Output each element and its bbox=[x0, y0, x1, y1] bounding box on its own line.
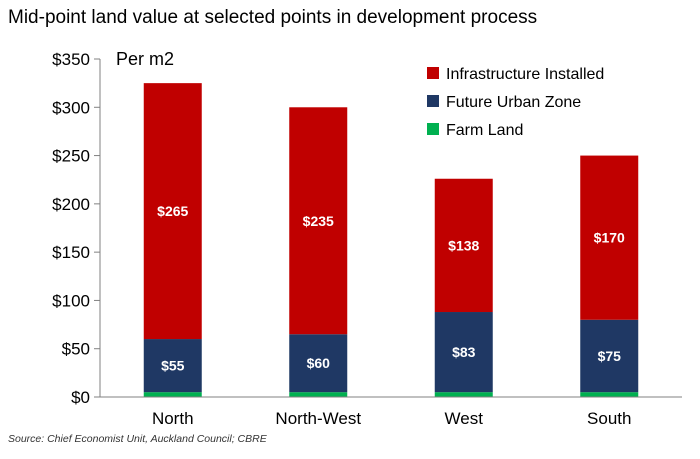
bar-future-urban-zone bbox=[289, 334, 348, 393]
data-label: $138 bbox=[448, 237, 479, 253]
y-axis: $0 $50 $100 $150 $200 $250 $300 $350 bbox=[52, 50, 101, 407]
y-tick-label: $300 bbox=[52, 98, 90, 117]
x-axis: North North-West West South bbox=[100, 396, 682, 428]
bar-farm-land bbox=[143, 392, 202, 397]
bar-farm-land bbox=[289, 392, 348, 397]
data-label: $83 bbox=[452, 344, 476, 360]
bar-farm-land bbox=[580, 392, 639, 397]
data-label: $60 bbox=[307, 355, 331, 371]
y-tick-label: $150 bbox=[52, 243, 90, 262]
y-tick-label: $50 bbox=[62, 340, 90, 359]
y-tick-label: $100 bbox=[52, 291, 90, 310]
bar-infrastructure-installed bbox=[289, 107, 348, 335]
x-tick-label: North-West bbox=[275, 409, 361, 428]
x-tick-label: West bbox=[445, 409, 484, 428]
bar-future-urban-zone bbox=[143, 339, 202, 393]
chart-title: Mid-point land value at selected points … bbox=[8, 7, 538, 28]
y-tick-label: $250 bbox=[52, 147, 90, 166]
legend: Infrastructure Installed Future Urban Zon… bbox=[427, 66, 604, 139]
bar-infrastructure-installed bbox=[580, 155, 639, 320]
data-label: $75 bbox=[598, 348, 622, 364]
x-tick-label: North bbox=[152, 409, 194, 428]
y-tick-label: $0 bbox=[71, 388, 90, 407]
unit-label: Per m2 bbox=[116, 49, 174, 69]
data-label: $170 bbox=[594, 230, 625, 246]
data-label: $235 bbox=[303, 213, 334, 229]
bar-future-urban-zone bbox=[580, 319, 639, 393]
data-label: $265 bbox=[157, 203, 188, 219]
data-label: $55 bbox=[161, 358, 185, 374]
bar-future-urban-zone bbox=[434, 312, 493, 393]
legend-swatch bbox=[427, 95, 439, 107]
legend-item: Farm Land bbox=[446, 122, 523, 139]
legend-swatch bbox=[427, 123, 439, 135]
y-tick-label: $350 bbox=[52, 50, 90, 69]
legend-swatch bbox=[427, 67, 439, 79]
chart-source: Source: Chief Economist Unit, Auckland C… bbox=[8, 433, 267, 445]
bar-farm-land bbox=[434, 392, 493, 397]
bar-infrastructure-installed bbox=[434, 178, 493, 313]
bars: $55 $265 $60 $235 $83 $138 $75 $170 bbox=[143, 83, 639, 397]
x-tick-label: South bbox=[587, 409, 631, 428]
legend-item: Infrastructure Installed bbox=[446, 66, 604, 83]
y-tick-label: $200 bbox=[52, 195, 90, 214]
legend-item: Future Urban Zone bbox=[446, 94, 581, 111]
bar-infrastructure-installed bbox=[143, 83, 202, 340]
